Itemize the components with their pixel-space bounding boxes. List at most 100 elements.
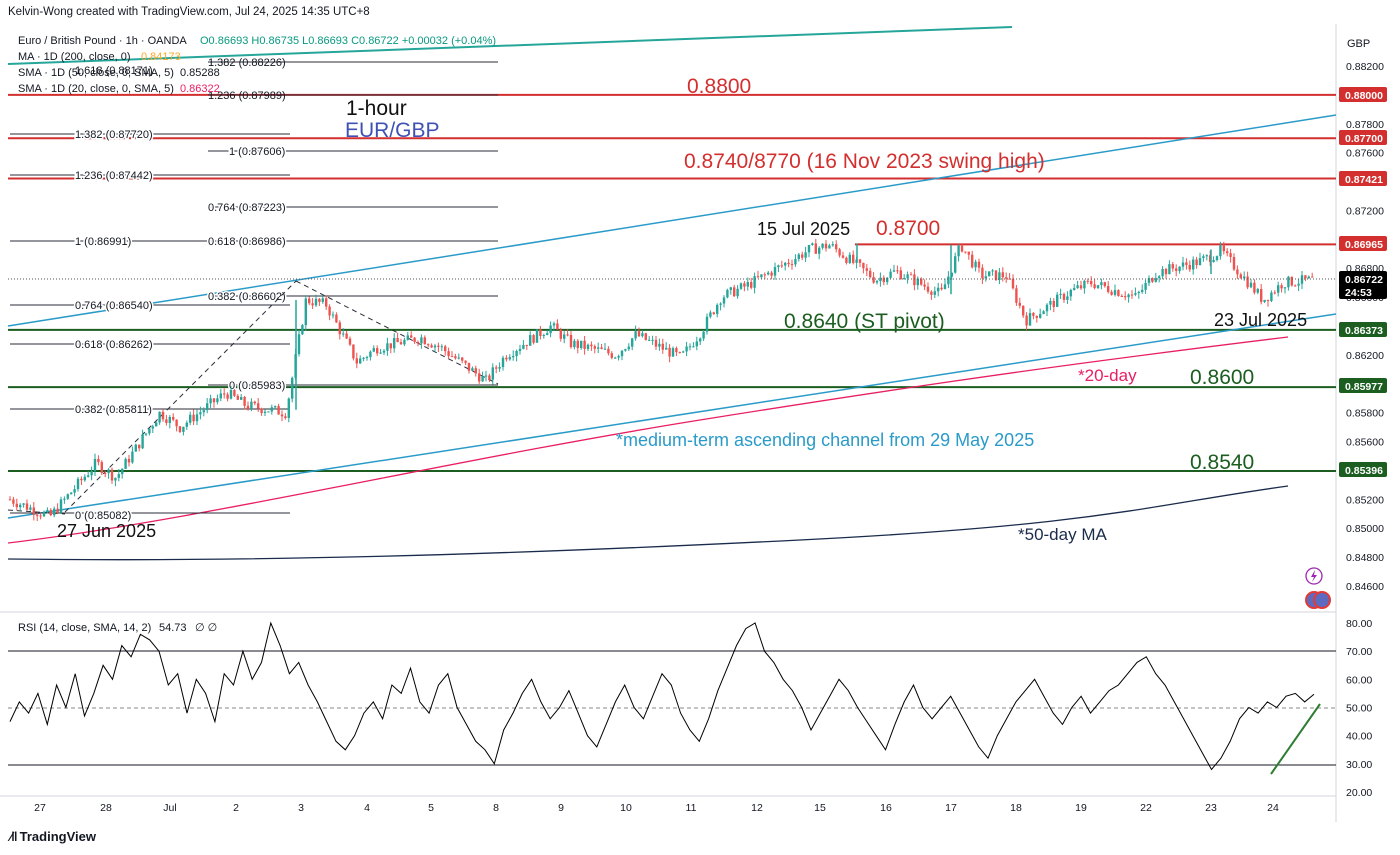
candle-body — [614, 357, 617, 359]
candle-body — [1198, 258, 1202, 266]
candle-body — [389, 343, 392, 349]
candle-body — [73, 489, 76, 493]
time-axis[interactable]: 27 28 Jul 2 3 4 5 8 9 10 11 12 15 16 17 18 19 22 23 24 — [34, 802, 1279, 814]
candle-body — [770, 272, 773, 276]
candle-body — [756, 276, 760, 278]
candle-body — [1215, 256, 1219, 260]
price-tag-box — [1339, 462, 1387, 477]
candle-body — [1297, 283, 1300, 286]
fib-label: 1 (0.86991) — [75, 236, 131, 248]
candle-body — [692, 346, 695, 348]
candle-body — [641, 333, 644, 337]
candle-body — [1219, 245, 1222, 257]
candle-body — [362, 357, 365, 359]
candle-body — [586, 344, 590, 349]
annotation-timeframe: 1-hour — [346, 97, 407, 120]
price-tag-box — [1339, 271, 1387, 286]
candle-body — [484, 375, 488, 377]
candle-body — [90, 470, 93, 476]
candle-body — [1045, 304, 1049, 312]
candle-body — [148, 428, 151, 434]
candle-body — [124, 458, 127, 469]
candle-body — [1192, 259, 1195, 270]
candle-body — [168, 416, 171, 423]
candle-body — [1270, 292, 1273, 302]
candle-body — [19, 504, 22, 508]
currency-label: GBP — [1347, 38, 1370, 50]
candle-body — [1137, 291, 1140, 294]
candle-body — [1280, 285, 1283, 289]
candle-body — [1175, 268, 1178, 271]
candle-body — [790, 264, 794, 266]
price-tag-label: 0.86373 — [1345, 325, 1383, 337]
candle-body — [376, 348, 379, 354]
candle-body — [539, 329, 542, 336]
flag-icon[interactable] — [1313, 591, 1331, 609]
candle-body — [311, 303, 314, 306]
candle-body — [746, 282, 749, 287]
rsi-pane[interactable]: RSI (14, close, SMA, 14, 2) 54.73 ∅ ∅ — [8, 621, 1336, 775]
chart-legend[interactable]: Euro / British Pound · 1h · OANDA O0.866… — [18, 35, 496, 95]
candle-body — [556, 323, 559, 330]
candle-body — [818, 247, 821, 254]
candle-body — [1093, 284, 1096, 289]
annotation-swing-date: 15 Jul 2025 — [757, 219, 850, 239]
candle-body — [1151, 278, 1154, 282]
candle-body — [359, 358, 362, 364]
tradingview-brand[interactable]: ⁄‖ TradingView — [10, 829, 96, 844]
candle-body — [138, 444, 141, 449]
candle-body — [709, 312, 712, 317]
candle-body — [1158, 276, 1161, 278]
candle-body — [478, 373, 481, 382]
candle-body — [1222, 245, 1225, 252]
price-tick-label: 0.84800 — [1346, 552, 1384, 564]
price-tag: 0.87700 — [1339, 130, 1387, 145]
candle-body — [325, 298, 328, 307]
candle-body — [580, 340, 583, 348]
price-tag: 0.86722 — [1339, 271, 1387, 286]
candle-body — [393, 337, 396, 349]
rsi-axis[interactable]: 80.00 70.00 60.00 50.00 40.00 30.00 20.00 — [1346, 618, 1372, 799]
candle-body — [988, 271, 991, 277]
price-tag: 0.85977 — [1339, 378, 1387, 393]
candle-body — [736, 288, 739, 297]
candle-body — [331, 314, 335, 316]
candle-body — [1117, 290, 1120, 296]
alert-icons[interactable] — [1305, 567, 1331, 609]
candle-body — [229, 390, 233, 399]
candle-body — [654, 339, 658, 347]
candle-body — [219, 393, 222, 399]
candle-body — [192, 414, 195, 422]
time-tick-label: 16 — [880, 802, 892, 814]
time-tick-label: 12 — [751, 802, 763, 814]
candle-body — [563, 334, 566, 339]
rsi-tick-label: 80.00 — [1346, 618, 1372, 630]
candle-body — [855, 259, 858, 263]
time-tick-label: 19 — [1075, 802, 1087, 814]
candle-body — [1018, 302, 1021, 306]
fib-label: 0.382 (0.85811) — [75, 404, 152, 416]
candle-body — [787, 262, 790, 265]
price-tag: 0.86373 — [1339, 322, 1387, 337]
candle-body — [304, 298, 307, 326]
candle-body — [12, 499, 15, 504]
candle-body — [920, 278, 923, 285]
candle-body — [841, 255, 845, 258]
candle-body — [852, 254, 855, 263]
candle-body — [1090, 281, 1093, 285]
annotation-ma50: *50-day MA — [1018, 525, 1107, 544]
candle-body — [1032, 312, 1035, 316]
candle-body — [131, 451, 134, 463]
candle-body — [308, 298, 311, 304]
candle-body — [899, 270, 902, 280]
price-tick-label: 0.85200 — [1346, 494, 1384, 506]
time-tick-label: 10 — [620, 802, 632, 814]
annotation-low-date: 27 Jun 2025 — [57, 521, 156, 541]
candle-body — [886, 277, 889, 283]
candle-body — [637, 331, 641, 337]
candle-body — [501, 357, 505, 368]
candlestick-series[interactable] — [8, 238, 1314, 522]
candle-body — [794, 258, 797, 265]
candle-body — [328, 306, 331, 316]
